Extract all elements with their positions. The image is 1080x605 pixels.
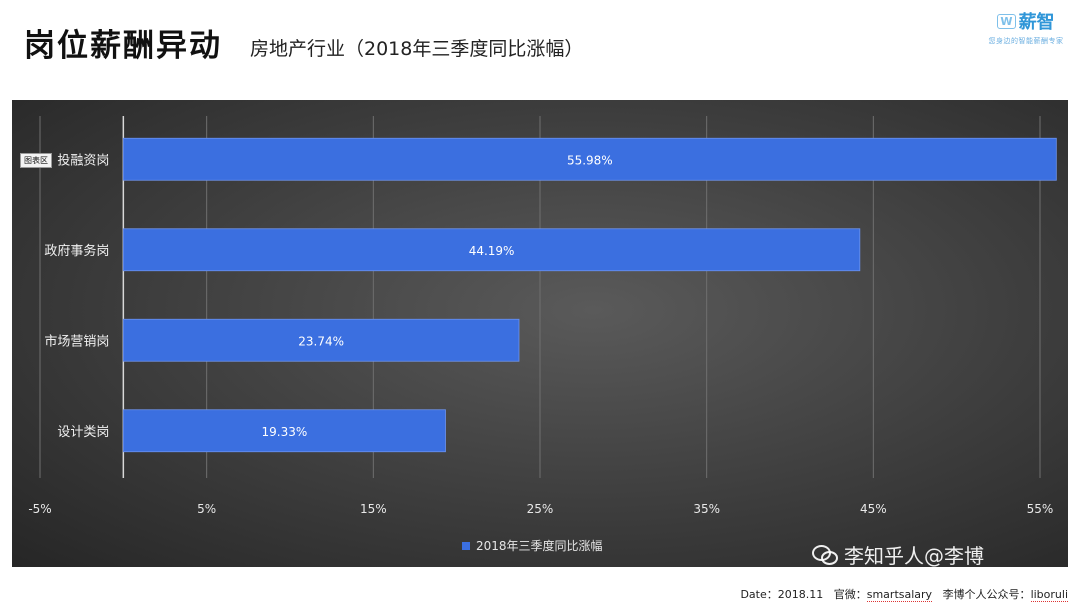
legend-swatch <box>462 541 470 550</box>
footer-wechat-value: liboruli <box>1030 588 1068 602</box>
x-tick-label: 5% <box>197 502 216 516</box>
chart-area: -5% 5% 15% 25% 35% 45% 55% 55.98% 投融资岗 44.19% 政府事务… <box>12 100 1068 567</box>
footer-wechat-label: 李博个人公众号： <box>942 588 1031 601</box>
footer-weibo-value: smartsalary <box>866 588 933 602</box>
category-label: 政府事务岗 <box>44 243 109 259</box>
data-label: 23.74% <box>298 334 344 348</box>
slide-title: 岗位薪酬异动 <box>24 28 222 64</box>
footer-weibo-label: 官微： <box>833 588 867 601</box>
brand-logo: W 薪智 您身边的智能薪酬专家 <box>986 8 1066 46</box>
logo-brand-text: 薪智 <box>1018 12 1055 33</box>
slide-subtitle: 房地产行业（2018年三季度同比涨幅） <box>250 38 584 60</box>
category-label: 市场营销岗 <box>44 333 109 349</box>
watermark: 李知乎人@李博 <box>812 540 984 569</box>
footer: Date：2018.11 官微：smartsalary 李博个人公众号：libo… <box>740 586 1068 602</box>
bar <box>122 318 520 362</box>
x-tick-label: 15% <box>360 502 387 516</box>
x-tick-label: 45% <box>860 502 887 516</box>
bar <box>122 228 861 272</box>
legend-label: 2018年三季度同比涨幅 <box>476 539 603 553</box>
bar <box>122 137 1057 181</box>
chart-legend: 2018年三季度同比涨幅 <box>462 537 603 554</box>
category-label: 设计类岗 <box>57 425 109 440</box>
wechat-icon <box>812 544 838 565</box>
category-label: 投融资岗 <box>57 152 109 168</box>
xinzhi-logo-icon: W <box>997 13 1016 29</box>
x-tick-label: 55% <box>1027 502 1054 516</box>
chart-area-tag: 图表区 <box>20 153 52 168</box>
data-label: 19.33% <box>262 425 308 439</box>
logo-tagline: 您身边的智能薪酬专家 <box>988 37 1064 45</box>
bar-chart: -5% 5% 15% 25% 35% 45% 55% 55.98% 投融资岗 44.19% 政府事务… <box>28 116 1057 516</box>
data-label: 44.19% <box>469 244 515 258</box>
data-label: 55.98% <box>567 153 613 167</box>
bar <box>122 409 446 453</box>
watermark-text: 李知乎人@李博 <box>844 544 984 568</box>
footer-date: Date：2018.11 <box>740 588 824 601</box>
x-tick-label: 25% <box>527 502 554 516</box>
x-tick-label: 35% <box>693 502 720 516</box>
x-tick-label: -5% <box>28 502 51 516</box>
